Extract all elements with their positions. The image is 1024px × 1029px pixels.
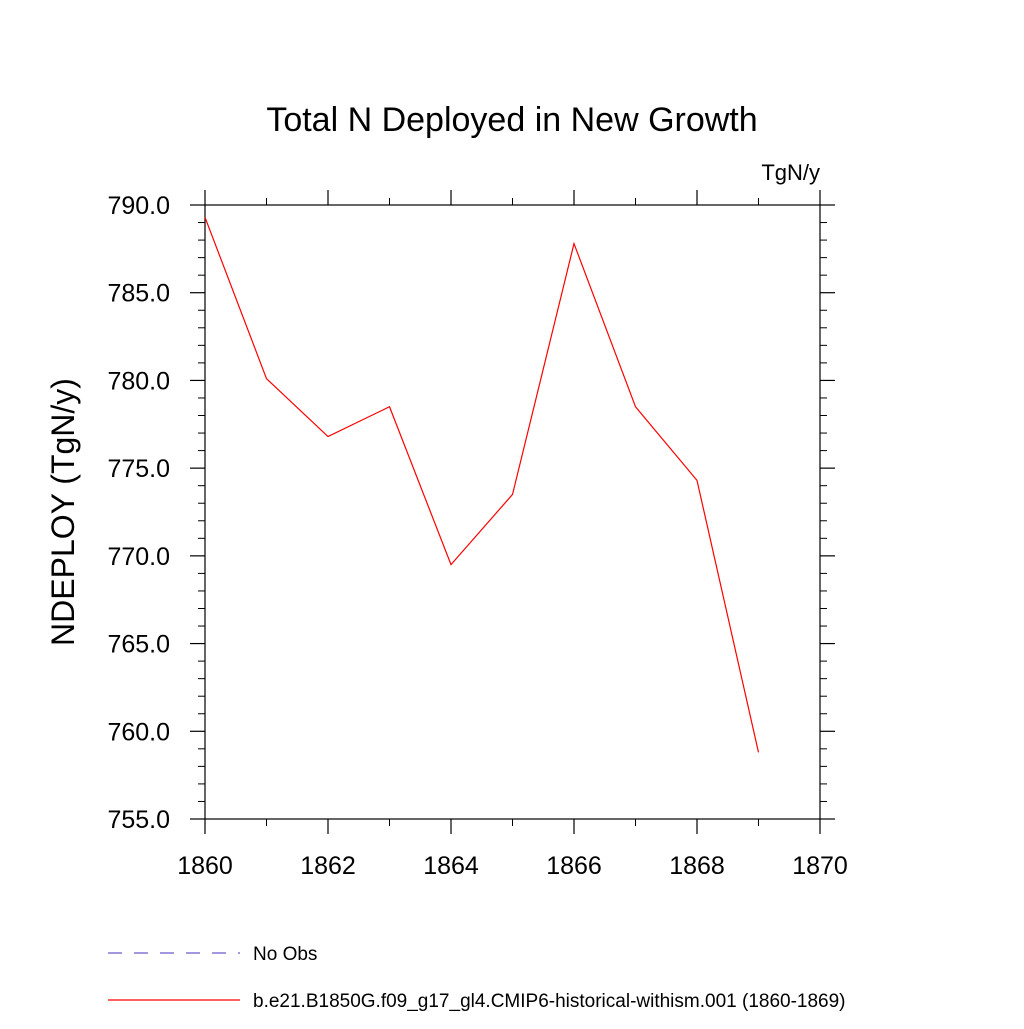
y-tick-label: 770.0 (107, 543, 170, 571)
y-tick-label: 765.0 (107, 631, 170, 659)
units-label: TgN/y (761, 160, 820, 185)
axis-ticks: 1860 1862 1864 1866 1868 1870 755.0 760.0 765.0 7… (107, 190, 848, 880)
x-tick-label: 1864 (423, 852, 479, 880)
legend-label: No Obs (253, 944, 317, 965)
y-tick-label: 775.0 (107, 455, 170, 483)
x-tick-label: 1868 (669, 852, 725, 880)
chart-title: Total N Deployed in New Growth (266, 101, 757, 139)
y-tick-label: 755.0 (107, 806, 170, 834)
legend: No Obs b.e21.B1850G.f09_g17_gl4.CMIP6-his… (108, 944, 846, 1012)
series-line (204, 217, 760, 753)
x-tick-label: 1860 (177, 852, 233, 880)
y-tick-label: 780.0 (107, 367, 170, 395)
series-layer (204, 217, 760, 753)
y-tick-label: 790.0 (107, 192, 170, 220)
legend-label: b.e21.B1850G.f09_g17_gl4.CMIP6-historica… (253, 991, 846, 1012)
y-axis-label: NDEPLOY (TgN/y) (45, 378, 81, 646)
x-tick-label: 1862 (300, 852, 356, 880)
y-tick-label: 785.0 (107, 280, 170, 308)
x-tick-label: 1866 (546, 852, 602, 880)
x-tick-label: 1870 (792, 852, 848, 880)
y-tick-label: 760.0 (107, 718, 170, 746)
plot-frame (204, 204, 821, 820)
